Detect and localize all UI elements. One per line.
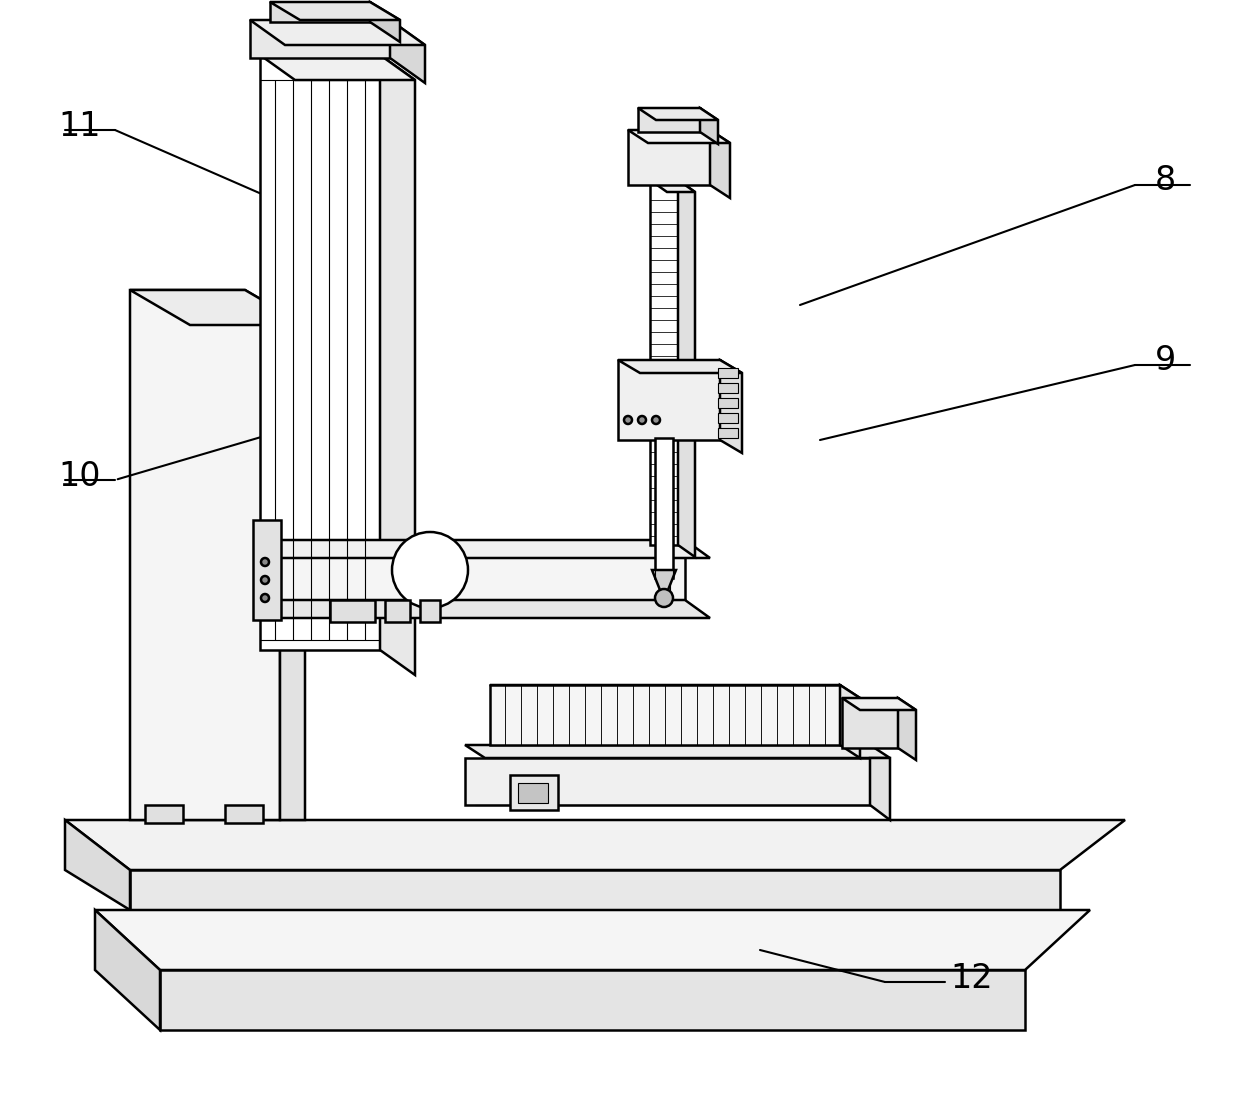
Polygon shape: [370, 2, 401, 42]
Bar: [384, 600, 410, 622]
Polygon shape: [870, 758, 890, 820]
Polygon shape: [130, 290, 280, 820]
Polygon shape: [250, 20, 391, 58]
Polygon shape: [465, 758, 870, 805]
Polygon shape: [898, 698, 916, 760]
Text: 10: 10: [58, 460, 100, 494]
Polygon shape: [379, 55, 415, 675]
Bar: [655, 438, 673, 578]
Bar: [510, 775, 558, 810]
Polygon shape: [842, 698, 916, 710]
Polygon shape: [639, 108, 718, 120]
Polygon shape: [627, 130, 711, 185]
Polygon shape: [650, 180, 678, 545]
Polygon shape: [246, 290, 305, 820]
Bar: [420, 600, 440, 622]
Polygon shape: [627, 130, 730, 143]
Polygon shape: [95, 910, 160, 1030]
Circle shape: [392, 532, 467, 608]
Polygon shape: [270, 2, 370, 22]
Bar: [145, 805, 184, 823]
Bar: [718, 383, 738, 393]
Bar: [718, 428, 738, 438]
Polygon shape: [650, 180, 694, 192]
Bar: [518, 783, 548, 803]
Circle shape: [260, 558, 269, 566]
Polygon shape: [260, 55, 415, 80]
Circle shape: [652, 416, 660, 424]
Polygon shape: [618, 360, 742, 373]
Polygon shape: [678, 180, 694, 557]
Polygon shape: [490, 685, 839, 745]
Polygon shape: [465, 745, 890, 758]
Circle shape: [655, 589, 673, 607]
Polygon shape: [618, 360, 720, 440]
Circle shape: [260, 576, 269, 584]
Polygon shape: [255, 540, 711, 558]
Text: 12: 12: [950, 961, 993, 995]
Bar: [718, 368, 738, 378]
Bar: [718, 398, 738, 408]
Polygon shape: [839, 685, 861, 758]
Text: 9: 9: [1154, 343, 1177, 377]
Polygon shape: [255, 540, 684, 600]
Polygon shape: [652, 570, 676, 600]
Polygon shape: [255, 600, 711, 618]
Bar: [224, 805, 263, 823]
Bar: [330, 600, 374, 622]
Bar: [253, 520, 281, 620]
Polygon shape: [720, 360, 742, 453]
Text: 8: 8: [1154, 164, 1176, 196]
Polygon shape: [701, 108, 718, 144]
Polygon shape: [64, 820, 1125, 870]
Polygon shape: [250, 20, 425, 45]
Polygon shape: [490, 685, 861, 698]
Text: 11: 11: [58, 110, 100, 144]
Polygon shape: [95, 910, 1090, 970]
Polygon shape: [270, 2, 401, 20]
Polygon shape: [639, 108, 701, 131]
Polygon shape: [130, 290, 305, 325]
Polygon shape: [130, 870, 1060, 910]
Circle shape: [260, 594, 269, 602]
Polygon shape: [64, 820, 130, 910]
Polygon shape: [260, 55, 379, 649]
Circle shape: [639, 416, 646, 424]
Bar: [718, 413, 738, 423]
Circle shape: [624, 416, 632, 424]
Polygon shape: [711, 130, 730, 198]
Polygon shape: [160, 970, 1025, 1030]
Polygon shape: [391, 20, 425, 84]
Polygon shape: [842, 698, 898, 747]
